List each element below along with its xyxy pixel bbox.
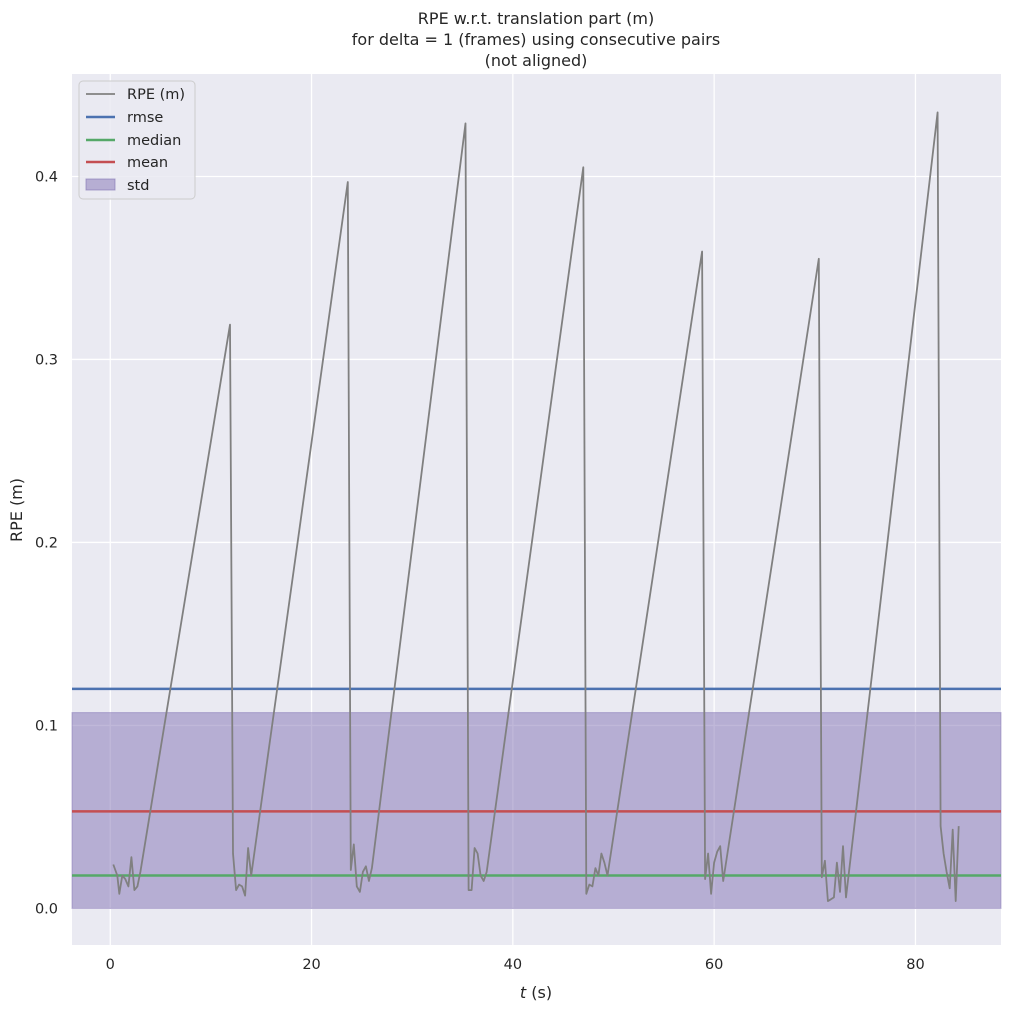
x-tick-label-2: 40	[504, 957, 522, 973]
y-tick-label-4: 0.4	[35, 169, 58, 185]
chart-title: RPE w.r.t. translation part (m) for delt…	[352, 9, 720, 70]
x-axis-label-unit: (s)	[526, 983, 552, 1002]
x-axis-label: t (s)	[520, 983, 552, 1002]
stat-lines	[72, 687, 1001, 877]
x-axis-label-var: t	[520, 983, 527, 1002]
y-axis-label: RPE (m)	[7, 478, 26, 542]
legend: RPE (m) rmse median mean std	[78, 80, 196, 200]
y-tick-label-2: 0.2	[35, 535, 58, 551]
legend-label-rpe: RPE (m)	[127, 87, 185, 103]
y-tick-label-1: 0.1	[35, 718, 58, 734]
legend-label-std: std	[127, 178, 149, 194]
y-tick-label-0: 0.0	[35, 901, 58, 917]
legend-label-rmse: rmse	[127, 110, 163, 126]
x-tick-label-0: 0	[106, 957, 115, 973]
chart-title-line-1: RPE w.r.t. translation part (m)	[418, 9, 654, 28]
y-tick-label-3: 0.3	[35, 352, 58, 368]
series-line-0	[112, 111, 960, 902]
series-layer	[112, 111, 960, 902]
chart-title-line-3: (not aligned)	[485, 51, 588, 70]
x-tick-label-3: 60	[705, 957, 723, 973]
y-axis-ticks: 0.0 0.1 0.2 0.3 0.4	[35, 169, 58, 917]
chart-title-line-2: for delta = 1 (frames) using consecutive…	[352, 30, 720, 49]
x-tick-label-1: 20	[302, 957, 320, 973]
legend-swatch-std	[85, 178, 116, 191]
legend-box	[78, 80, 196, 200]
legend-label-median: median	[127, 133, 181, 149]
x-axis-ticks: 0 20 40 60 80	[106, 957, 925, 973]
legend-label-mean: mean	[127, 155, 168, 171]
x-tick-label-4: 80	[906, 957, 924, 973]
